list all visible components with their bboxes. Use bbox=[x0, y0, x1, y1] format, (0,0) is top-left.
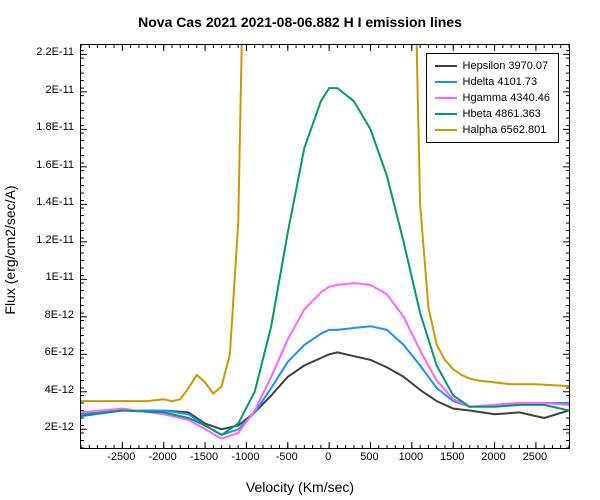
x-axis-label: Velocity (Km/sec) bbox=[0, 479, 600, 495]
series-hepsilon bbox=[81, 352, 569, 429]
y-tick-label: 2E-11 bbox=[45, 84, 74, 96]
x-tick-label: 500 bbox=[349, 451, 389, 463]
legend-label: Halpha 6562.801 bbox=[463, 124, 547, 136]
legend-swatch bbox=[435, 129, 457, 131]
y-tick-label: 2E-12 bbox=[45, 421, 74, 433]
y-tick-label: 1E-11 bbox=[45, 271, 74, 283]
legend-item: Hgamma 4340.46 bbox=[435, 90, 550, 106]
legend-swatch bbox=[435, 113, 457, 115]
legend-swatch bbox=[435, 97, 457, 99]
y-tick-label: 1.4E-11 bbox=[36, 196, 74, 208]
x-tick-label: -2000 bbox=[143, 451, 183, 463]
x-tick-label: 0 bbox=[308, 451, 348, 463]
chart-container: Nova Cas 2021 2021-08-06.882 H I emissio… bbox=[0, 0, 600, 500]
y-tick-label: 8E-12 bbox=[45, 309, 74, 321]
y-tick-label: 2.2E-11 bbox=[36, 46, 74, 58]
x-tick-label: 1000 bbox=[391, 451, 431, 463]
legend-swatch bbox=[435, 81, 457, 83]
x-tick-label: -500 bbox=[267, 451, 307, 463]
x-tick-label: 2000 bbox=[474, 451, 514, 463]
legend-label: Hgamma 4340.46 bbox=[463, 92, 550, 104]
legend-item: Hepsilon 3970.07 bbox=[435, 58, 550, 74]
legend-item: Halpha 6562.801 bbox=[435, 122, 550, 138]
y-axis-label: Flux (erg/cm2/sec/A) bbox=[2, 185, 18, 314]
x-tick-label: 2500 bbox=[515, 451, 555, 463]
y-tick-label: 1.8E-11 bbox=[36, 121, 74, 133]
legend-label: Hepsilon 3970.07 bbox=[463, 60, 549, 72]
x-tick-label: -1000 bbox=[225, 451, 265, 463]
y-tick-label: 6E-12 bbox=[45, 346, 74, 358]
y-tick-label: 1.2E-11 bbox=[36, 234, 74, 246]
x-tick-label: 1500 bbox=[432, 451, 472, 463]
x-tick-label: -2500 bbox=[101, 451, 141, 463]
series-hgamma bbox=[81, 283, 569, 439]
legend-swatch bbox=[435, 65, 457, 67]
legend: Hepsilon 3970.07 Hdelta 4101.73 Hgamma 434… bbox=[426, 53, 559, 143]
legend-item: Hbeta 4861.363 bbox=[435, 106, 550, 122]
legend-label: Hbeta 4861.363 bbox=[463, 108, 541, 120]
legend-item: Hdelta 4101.73 bbox=[435, 74, 550, 90]
x-tick-label: -1500 bbox=[184, 451, 224, 463]
legend-label: Hdelta 4101.73 bbox=[463, 76, 538, 88]
y-tick-label: 4E-12 bbox=[45, 384, 74, 396]
chart-title: Nova Cas 2021 2021-08-06.882 H I emissio… bbox=[0, 14, 600, 30]
series-hdelta bbox=[81, 326, 569, 435]
plot-area: Hepsilon 3970.07 Hdelta 4101.73 Hgamma 434… bbox=[80, 44, 570, 449]
y-tick-label: 1.6E-11 bbox=[36, 159, 74, 171]
